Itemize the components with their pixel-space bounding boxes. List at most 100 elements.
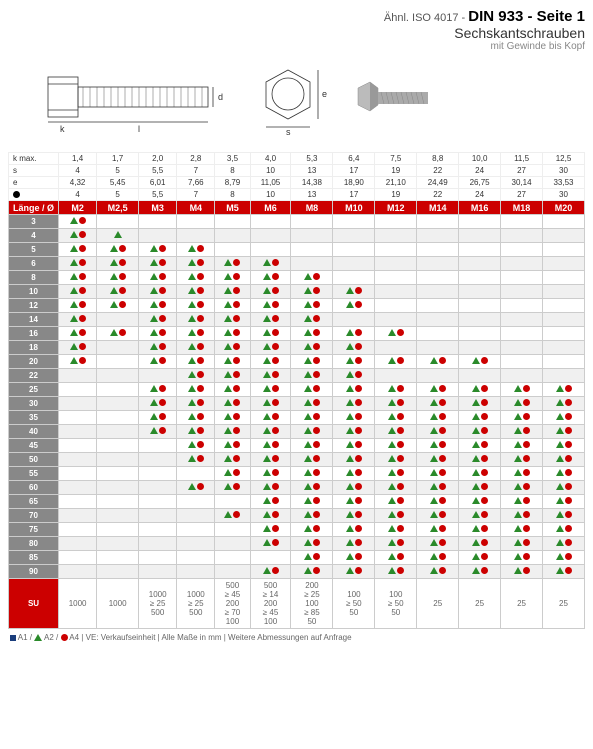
availability-cell	[459, 537, 501, 551]
size-header: M20	[543, 201, 585, 215]
availability-cell	[291, 467, 333, 481]
size-header: M12	[375, 201, 417, 215]
availability-cell	[501, 439, 543, 453]
availability-cell	[375, 285, 417, 299]
length-value: 35	[9, 411, 59, 425]
su-value: 1000≥ 25500	[139, 579, 177, 629]
availability-cell	[215, 537, 250, 551]
svg-text:e: e	[322, 89, 327, 99]
availability-cell	[333, 523, 375, 537]
availability-cell	[375, 355, 417, 369]
availability-cell	[215, 411, 250, 425]
availability-cell	[97, 397, 139, 411]
spec-value: 4,32	[59, 177, 97, 189]
availability-cell	[543, 271, 585, 285]
availability-cell	[215, 397, 250, 411]
availability-cell	[417, 215, 459, 229]
availability-cell	[459, 509, 501, 523]
availability-cell	[139, 523, 177, 537]
availability-cell	[215, 509, 250, 523]
availability-cell	[177, 215, 215, 229]
length-value: 14	[9, 313, 59, 327]
length-value: 25	[9, 383, 59, 397]
availability-cell	[97, 299, 139, 313]
length-value: 40	[9, 425, 59, 439]
availability-cell	[97, 495, 139, 509]
spec-value: 1,4	[59, 153, 97, 165]
footer-text: VE: Verkaufseinheit | Alle Maße in mm | …	[86, 633, 352, 642]
availability-cell	[250, 229, 291, 243]
availability-cell	[215, 327, 250, 341]
availability-cell	[459, 551, 501, 565]
availability-cell	[333, 369, 375, 383]
svg-text:k: k	[60, 124, 65, 134]
availability-cell	[417, 481, 459, 495]
availability-cell	[417, 537, 459, 551]
availability-cell	[177, 313, 215, 327]
availability-cell	[459, 299, 501, 313]
availability-cell	[177, 495, 215, 509]
spec-value: 4	[59, 189, 97, 201]
availability-cell	[543, 537, 585, 551]
availability-cell	[59, 467, 97, 481]
spec-value: 10	[250, 189, 291, 201]
availability-cell	[375, 411, 417, 425]
spec-value: 2,8	[177, 153, 215, 165]
spec-value: 4,0	[250, 153, 291, 165]
availability-cell	[250, 467, 291, 481]
availability-cell	[215, 369, 250, 383]
spec-value: 19	[375, 189, 417, 201]
spec-value: 4	[59, 165, 97, 177]
availability-cell	[333, 565, 375, 579]
availability-cell	[177, 453, 215, 467]
availability-cell	[501, 467, 543, 481]
spec-value: 5	[97, 165, 139, 177]
availability-cell	[215, 285, 250, 299]
availability-cell	[417, 439, 459, 453]
spec-value: 19	[375, 165, 417, 177]
availability-cell	[139, 425, 177, 439]
availability-cell	[459, 453, 501, 467]
availability-cell	[543, 341, 585, 355]
availability-cell	[59, 341, 97, 355]
availability-cell	[139, 537, 177, 551]
availability-cell	[59, 327, 97, 341]
availability-cell	[543, 229, 585, 243]
availability-cell	[333, 551, 375, 565]
spec-value: 27	[501, 165, 543, 177]
availability-cell	[177, 523, 215, 537]
length-value: 12	[9, 299, 59, 313]
spec-value: 2,0	[139, 153, 177, 165]
availability-cell	[59, 453, 97, 467]
availability-cell	[459, 215, 501, 229]
availability-cell	[59, 229, 97, 243]
availability-cell	[417, 565, 459, 579]
availability-cell	[97, 285, 139, 299]
availability-cell	[215, 523, 250, 537]
availability-cell	[543, 425, 585, 439]
availability-cell	[215, 425, 250, 439]
spec-value: 7	[177, 189, 215, 201]
availability-cell	[501, 551, 543, 565]
availability-cell	[501, 369, 543, 383]
availability-cell	[375, 341, 417, 355]
availability-cell	[417, 509, 459, 523]
availability-cell	[139, 397, 177, 411]
availability-cell	[543, 327, 585, 341]
spec-value: 3,5	[215, 153, 250, 165]
availability-cell	[250, 551, 291, 565]
availability-cell	[97, 439, 139, 453]
availability-cell	[333, 509, 375, 523]
availability-cell	[459, 439, 501, 453]
availability-cell	[333, 257, 375, 271]
spec-value: 17	[333, 189, 375, 201]
availability-cell	[97, 565, 139, 579]
availability-cell	[215, 243, 250, 257]
availability-cell	[291, 257, 333, 271]
availability-cell	[177, 299, 215, 313]
svg-text:s: s	[286, 127, 291, 137]
header-title: DIN 933 - Seite 1	[468, 8, 585, 25]
page-header: Ähnl. ISO 4017 - DIN 933 - Seite 1 Sechs…	[8, 8, 585, 52]
length-value: 16	[9, 327, 59, 341]
availability-cell	[417, 313, 459, 327]
